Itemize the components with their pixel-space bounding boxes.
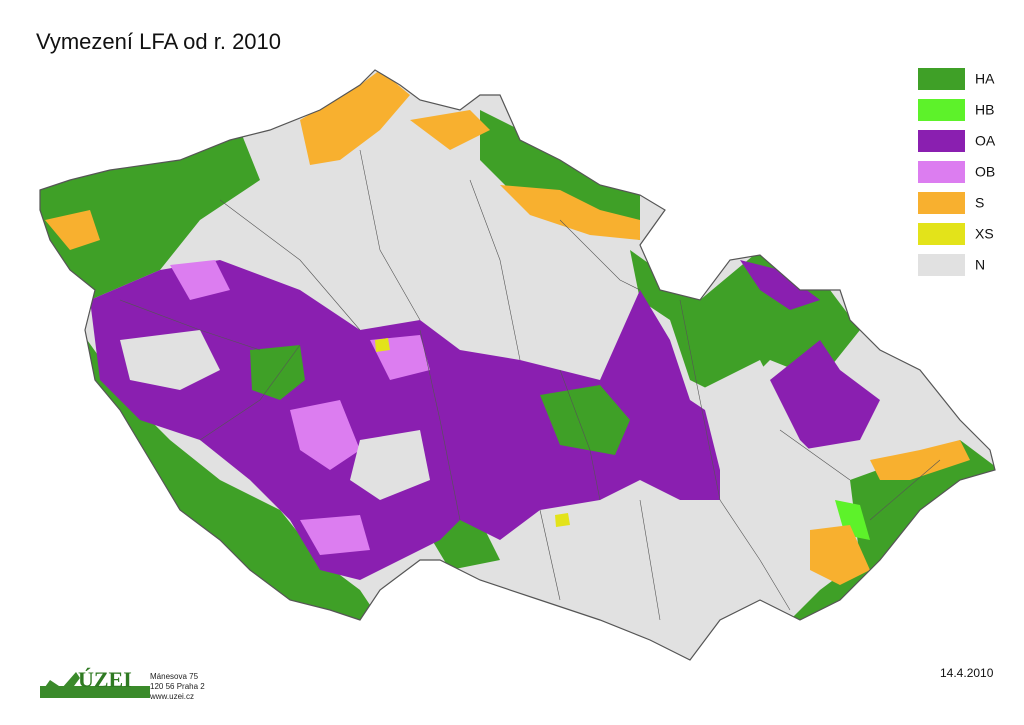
region-ob	[170, 260, 230, 300]
region-s	[500, 185, 640, 240]
legend-swatch	[918, 223, 965, 245]
district-borders	[39, 69, 996, 661]
region-xs	[555, 513, 570, 527]
region-ob	[290, 400, 360, 470]
date: 14.4.2010	[940, 666, 994, 680]
legend-swatch	[918, 68, 965, 90]
logo-name: ÚZEI	[78, 667, 132, 692]
region-s	[45, 210, 100, 250]
region-n	[120, 330, 220, 390]
region-oa	[770, 340, 880, 450]
region-oa	[740, 260, 820, 310]
legend-swatch	[918, 192, 965, 214]
region-oa	[90, 260, 720, 580]
legend-swatch	[918, 99, 965, 121]
region-ha	[540, 385, 630, 455]
region-s	[870, 440, 970, 480]
legend-label: N	[975, 257, 985, 273]
region-n	[350, 430, 430, 500]
map-title: Vymezení LFA od r. 2010	[36, 29, 281, 54]
legend-label: OB	[975, 164, 995, 180]
region-n	[700, 360, 830, 490]
region-s	[300, 70, 410, 165]
region-ha	[480, 110, 640, 240]
legend-label: S	[975, 195, 984, 211]
logo-bar	[40, 686, 150, 698]
legend-label: HB	[975, 102, 994, 118]
address-line: 120 56 Praha 2	[150, 682, 205, 691]
legend-label: HA	[975, 71, 995, 87]
legend-label: XS	[975, 226, 994, 242]
legend-swatch	[918, 254, 965, 276]
region-ha	[80, 330, 380, 620]
legend-swatch	[918, 130, 965, 152]
legend: HA HB OA OB S XS N	[918, 68, 996, 276]
region-s	[810, 525, 870, 585]
region-s	[410, 110, 490, 150]
logo: ÚZEI Mánesova 75 120 56 Praha 2 www.uzei…	[40, 667, 205, 701]
legend-swatch	[918, 161, 965, 183]
address-line: Mánesova 75	[150, 672, 199, 681]
legend-label: OA	[975, 133, 996, 149]
address-line: www.uzei.cz	[149, 692, 194, 701]
region-ha	[250, 345, 305, 400]
region-xs	[375, 338, 390, 352]
region-ob	[300, 515, 370, 555]
